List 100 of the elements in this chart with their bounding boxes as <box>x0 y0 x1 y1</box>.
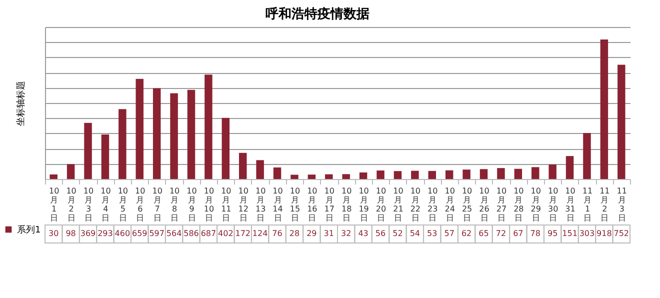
data-label: 95 <box>547 229 558 238</box>
x-tick-label: 10月23日 <box>428 186 438 222</box>
data-label: 460 <box>114 229 130 238</box>
x-tick-label: 10月20日 <box>376 186 386 222</box>
x-tick-label: 10月11日 <box>221 186 232 222</box>
data-label: 78 <box>530 229 540 238</box>
data-label: 32 <box>341 229 352 238</box>
x-tick-label: 10月1日 <box>49 186 60 222</box>
x-tick-label: 10月3日 <box>83 186 94 222</box>
bar <box>342 174 350 179</box>
data-label: 53 <box>427 229 438 238</box>
x-tick-label: 10月18日 <box>342 186 352 222</box>
bar <box>566 156 574 179</box>
data-label: 687 <box>200 229 216 238</box>
bar <box>480 169 488 179</box>
data-label: 56 <box>375 229 386 238</box>
bar <box>101 134 110 179</box>
x-tick-label: 10月2日 <box>66 186 76 222</box>
bar <box>583 132 591 179</box>
data-label: 54 <box>410 229 420 238</box>
bar <box>308 174 316 179</box>
x-tick-label: 10月9日 <box>186 186 197 222</box>
data-label: 124 <box>252 229 268 238</box>
x-tick-label: 10月22日 <box>410 186 421 222</box>
x-tick-label: 10月5日 <box>118 186 128 222</box>
data-label: 918 <box>596 229 612 238</box>
bar <box>411 170 419 179</box>
x-tick-label: 10月21日 <box>393 186 404 222</box>
x-tick-label: 11月2日 <box>600 186 610 222</box>
bar <box>376 170 384 179</box>
data-label: 52 <box>392 229 403 238</box>
bar <box>531 167 540 179</box>
x-tick-label: 10月16日 <box>307 186 318 222</box>
data-label: 752 <box>614 229 630 238</box>
x-tick-label: 10月29日 <box>530 186 541 222</box>
x-tick-label: 10月28日 <box>514 186 524 222</box>
x-tick-label: 10月27日 <box>496 186 507 222</box>
data-label: 172 <box>235 229 251 238</box>
bar <box>50 174 58 179</box>
bar <box>359 172 368 179</box>
data-label: 43 <box>358 229 368 238</box>
bar <box>325 174 333 179</box>
x-tick-label: 11月1日 <box>582 186 593 222</box>
x-tick-label: 11月3日 <box>616 186 627 222</box>
bar <box>290 174 298 179</box>
x-tick-label: 10月31日 <box>565 186 576 222</box>
data-label: 303 <box>579 229 595 238</box>
x-tick-label: 10月10日 <box>204 186 214 222</box>
bar <box>618 64 626 179</box>
bar <box>428 170 436 179</box>
bar <box>238 152 247 179</box>
x-tick-label: 10月24日 <box>444 186 455 222</box>
chart-title: 呼和浩特疫情数据 <box>265 6 370 22</box>
bar <box>273 167 282 179</box>
bar <box>136 78 144 179</box>
data-label: 65 <box>478 229 489 238</box>
data-label: 659 <box>132 229 148 238</box>
data-label: 76 <box>272 229 282 238</box>
data-label: 67 <box>513 229 524 238</box>
data-label: 151 <box>562 229 578 238</box>
x-tick-label: 10月14日 <box>272 186 283 222</box>
x-tick-label: 10月13日 <box>255 186 266 222</box>
x-tick-label: 10月7日 <box>152 186 162 222</box>
bar <box>170 93 178 179</box>
data-label: 293 <box>98 229 113 238</box>
x-tick-label: 10月26日 <box>479 186 490 222</box>
x-tick-label: 10月30日 <box>548 186 558 222</box>
bar <box>204 74 212 179</box>
data-label: 402 <box>218 229 234 238</box>
data-label: 57 <box>444 229 454 238</box>
bar <box>256 160 264 179</box>
data-label: 31 <box>324 229 334 238</box>
bar <box>222 118 230 179</box>
data-label: 30 <box>48 229 59 238</box>
data-label: 564 <box>166 229 182 238</box>
x-tick-label: 10月15日 <box>290 186 300 222</box>
x-tick-label: 10月12日 <box>238 186 248 222</box>
bar <box>462 170 470 179</box>
x-tick-label: 10月25日 <box>462 186 472 222</box>
bar <box>548 164 556 179</box>
data-label: 597 <box>149 229 164 238</box>
bar <box>514 168 522 179</box>
x-tick-label: 10月6日 <box>135 186 146 222</box>
data-label: 98 <box>66 229 76 238</box>
data-label: 586 <box>184 229 199 238</box>
bar <box>497 168 505 179</box>
bar <box>84 122 92 179</box>
y-axis-title: 坐标轴标题 <box>16 81 26 126</box>
data-label: 28 <box>289 229 300 238</box>
data-label: 72 <box>496 229 506 238</box>
bar <box>187 90 196 179</box>
data-label: 369 <box>80 229 96 238</box>
bar <box>152 88 161 179</box>
bar <box>394 171 402 179</box>
x-tick-label: 10月4日 <box>100 186 111 222</box>
bar <box>118 109 126 179</box>
legend-label: 系列1 <box>17 224 41 236</box>
x-tick-label: 10月8日 <box>169 186 180 222</box>
bar <box>445 170 454 179</box>
x-tick-label: 10月19日 <box>358 186 369 222</box>
